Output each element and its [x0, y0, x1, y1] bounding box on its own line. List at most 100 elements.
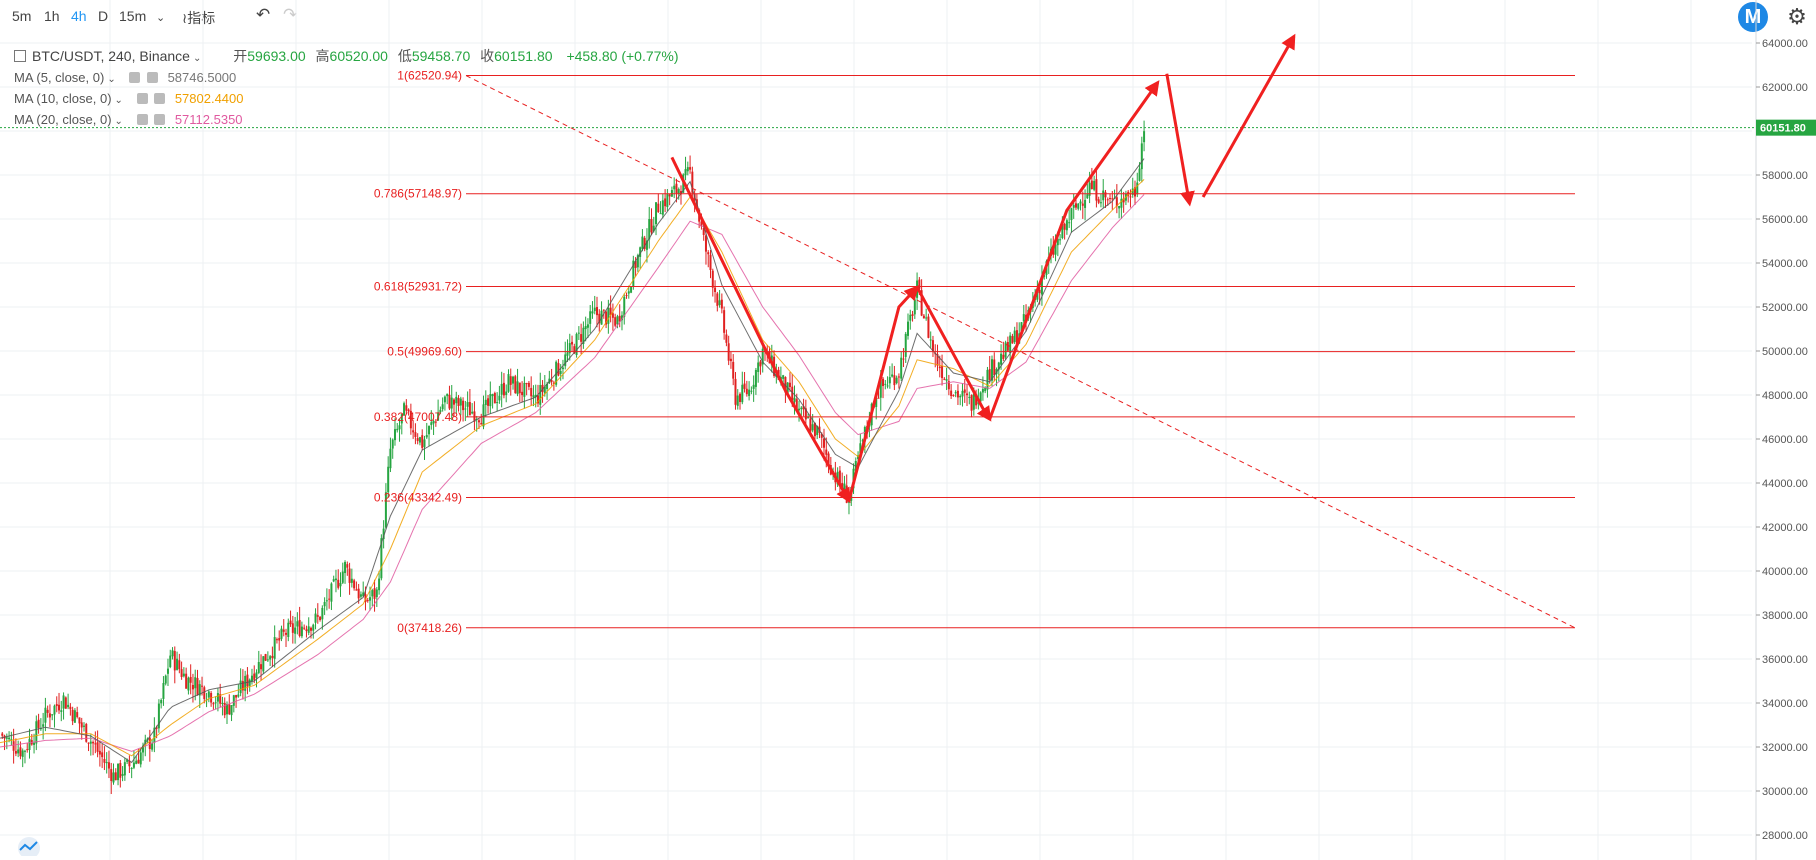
last-price-label: 60151.80 [1760, 123, 1806, 135]
interval-5m-button[interactable]: 5m [12, 8, 32, 24]
candle-up [800, 407, 803, 410]
candle-up [89, 741, 92, 744]
ma10-name[interactable]: MA (10, close, 0) [14, 91, 112, 106]
candle-down [988, 369, 991, 380]
candle-up [500, 383, 503, 395]
indicators-icon: ≀ [182, 10, 188, 26]
candle-down [1109, 197, 1112, 199]
candle-down [364, 594, 367, 602]
candle-down [970, 395, 973, 411]
ma20-value: 57112.5350 [174, 112, 243, 127]
dropdown-icon[interactable]: ⌄ [114, 95, 123, 106]
candle-up [371, 590, 374, 597]
candle-up [1088, 182, 1091, 196]
candle-down [941, 366, 944, 378]
settings-icon[interactable] [129, 72, 141, 83]
chart-type-icon[interactable] [14, 836, 44, 856]
collapse-legend-icon[interactable] [14, 50, 26, 62]
candle-up [757, 362, 760, 372]
candle-down [219, 694, 222, 704]
candle-up [198, 684, 201, 696]
candle-up [250, 675, 253, 682]
fib-level-label: 0.236(43342.49) [374, 490, 462, 504]
candle-down [337, 579, 340, 588]
candle-down [201, 685, 204, 687]
candle-down [46, 709, 49, 713]
settings-icon[interactable] [136, 114, 148, 125]
candle-up [1136, 182, 1139, 195]
candle-down [931, 340, 934, 352]
redo-icon[interactable]: ↷ [283, 5, 298, 24]
ma5-name[interactable]: MA (5, close, 0) [14, 70, 105, 85]
candle-down [96, 742, 99, 752]
candle-up [847, 501, 850, 503]
candle-down [1095, 179, 1098, 201]
close-icon[interactable] [154, 114, 166, 125]
candle-up [632, 260, 635, 287]
candle-down [414, 432, 417, 437]
close-icon[interactable] [146, 72, 158, 83]
interval-15m-button[interactable]: 15m [119, 8, 147, 24]
dropdown-icon[interactable]: ⌄ [114, 116, 123, 127]
interval-1h-button[interactable]: 1h [44, 8, 60, 24]
candle-up [1102, 190, 1105, 201]
candle-down [228, 704, 231, 715]
candle-up [1068, 222, 1071, 224]
gear-icon[interactable]: ⚙ [1787, 4, 1807, 29]
candle-up [782, 375, 785, 379]
symbol-title[interactable]: BTC/USDT, 240, Binance [32, 48, 190, 64]
candle-up [33, 742, 36, 745]
candle-up [51, 714, 54, 716]
candle-down [180, 669, 183, 677]
candle-down [189, 677, 192, 683]
candle-up [561, 367, 564, 370]
candle-up [546, 384, 549, 389]
candle-down [1081, 203, 1084, 206]
candle-up [543, 386, 546, 394]
settings-icon[interactable] [136, 93, 148, 104]
candle-down [1129, 196, 1132, 198]
ohlc-values: 开59693.00 高60520.00 低59458.70 收60151.80 … [233, 48, 678, 64]
candle-up [21, 750, 24, 757]
close-icon[interactable] [154, 93, 166, 104]
candle-down [902, 358, 905, 360]
candle-up [1093, 180, 1096, 190]
candle-up [686, 167, 689, 172]
candle-up [248, 679, 251, 686]
symbol-dropdown-icon[interactable]: ⌄ [192, 53, 202, 64]
candle-up [1065, 220, 1068, 231]
candle-down [573, 346, 576, 354]
axis-tick-label: 38000.00 [1762, 610, 1808, 622]
candle-up [972, 393, 975, 410]
drawn-arrow [1201, 33, 1296, 198]
indicators-button[interactable]: ≀指标 [182, 8, 215, 28]
dropdown-icon[interactable]: ⌄ [107, 74, 116, 85]
candle-up [441, 404, 444, 410]
interval-dropdown-chevron-icon[interactable]: ⌄ [156, 12, 166, 24]
candle-up [741, 384, 744, 403]
candle-up [459, 398, 462, 406]
candle-down [291, 623, 294, 633]
candle-down [253, 673, 256, 680]
candle-up [1140, 143, 1143, 170]
ma20-name[interactable]: MA (20, close, 0) [14, 112, 112, 127]
candle-up [226, 704, 228, 715]
interval-d-button[interactable]: D [98, 8, 109, 24]
candle-down [421, 435, 424, 448]
candle-down [711, 270, 714, 288]
candle-up [811, 424, 814, 431]
candle-up [391, 439, 394, 449]
ma20-legend: MA (20, close, 0) ⌄ 57112.5350 [14, 112, 243, 127]
candle-up [816, 425, 819, 435]
candle-up [432, 420, 435, 424]
candle-up [1000, 353, 1003, 365]
candle-down [825, 449, 828, 455]
undo-icon[interactable]: ↶ [256, 5, 271, 24]
candle-down [12, 741, 15, 751]
app-logo-icon[interactable]: M [1738, 2, 1768, 32]
interval-4h-button[interactable]: 4h [71, 8, 87, 24]
candle-down [820, 433, 823, 438]
candle-down [203, 687, 206, 699]
candle-up [666, 193, 669, 208]
